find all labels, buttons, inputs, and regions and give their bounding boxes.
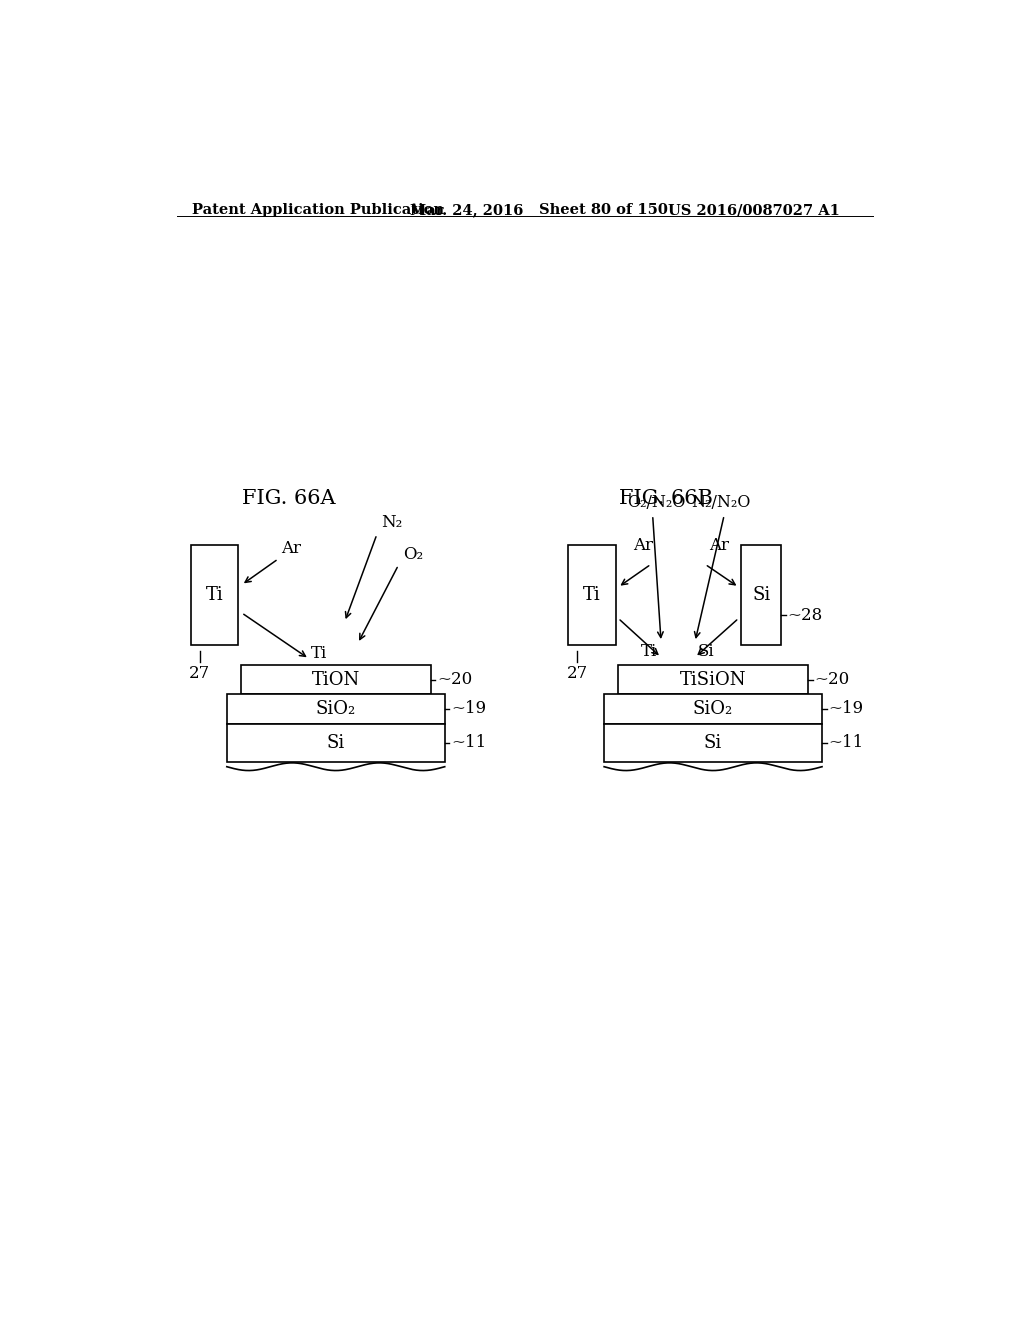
Text: Ti: Ti bbox=[583, 586, 601, 605]
Text: ~28: ~28 bbox=[787, 606, 822, 623]
Text: SiO₂: SiO₂ bbox=[693, 700, 733, 718]
Bar bbox=[617, 665, 808, 694]
Text: Ti: Ti bbox=[310, 645, 327, 663]
Text: Mar. 24, 2016: Mar. 24, 2016 bbox=[410, 203, 523, 216]
Text: Sheet 80 of 150: Sheet 80 of 150 bbox=[539, 203, 668, 216]
Text: Patent Application Publication: Patent Application Publication bbox=[193, 203, 444, 216]
Text: N₂: N₂ bbox=[382, 513, 402, 531]
Text: FIG. 66B: FIG. 66B bbox=[618, 490, 713, 508]
Text: ~11: ~11 bbox=[828, 734, 863, 751]
Text: SiO₂: SiO₂ bbox=[315, 700, 356, 718]
Text: 27: 27 bbox=[189, 665, 210, 682]
Text: Si: Si bbox=[752, 586, 770, 605]
Text: Ar: Ar bbox=[709, 537, 729, 554]
Text: Ar: Ar bbox=[634, 537, 653, 554]
Text: ~19: ~19 bbox=[451, 701, 486, 718]
Bar bbox=[190, 545, 239, 645]
Text: ~11: ~11 bbox=[451, 734, 486, 751]
Bar bbox=[741, 545, 781, 645]
Text: ~20: ~20 bbox=[437, 671, 472, 688]
Text: Si: Si bbox=[703, 734, 722, 752]
Text: ~20: ~20 bbox=[814, 671, 850, 688]
Text: ~19: ~19 bbox=[828, 701, 863, 718]
Text: Ar: Ar bbox=[282, 540, 301, 557]
Text: Si: Si bbox=[697, 643, 714, 660]
Text: N₂/N₂O: N₂/N₂O bbox=[691, 494, 750, 511]
Bar bbox=[241, 665, 431, 694]
Bar bbox=[226, 694, 444, 723]
Text: 27: 27 bbox=[566, 665, 588, 682]
Text: O₂/N₂O: O₂/N₂O bbox=[628, 494, 686, 511]
Bar bbox=[604, 723, 822, 762]
Text: FIG. 66A: FIG. 66A bbox=[242, 490, 335, 508]
Text: Ti: Ti bbox=[641, 643, 657, 660]
Text: Si: Si bbox=[327, 734, 345, 752]
Bar bbox=[226, 723, 444, 762]
Bar bbox=[604, 694, 822, 723]
Text: TiSiON: TiSiON bbox=[680, 671, 746, 689]
Text: Ti: Ti bbox=[206, 586, 223, 605]
Text: O₂: O₂ bbox=[403, 546, 423, 564]
Text: US 2016/0087027 A1: US 2016/0087027 A1 bbox=[668, 203, 840, 216]
Text: TiON: TiON bbox=[311, 671, 359, 689]
Bar bbox=[568, 545, 615, 645]
